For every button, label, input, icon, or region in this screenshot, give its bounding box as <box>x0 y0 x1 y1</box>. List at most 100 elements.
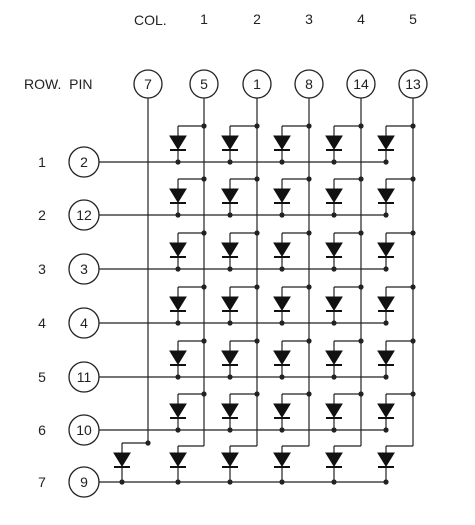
dot-col-r1-c5 <box>410 123 416 129</box>
diode-r5-c3-body <box>273 350 291 365</box>
dot-col-r4-c4 <box>358 284 364 290</box>
col-header-label: COL. <box>134 12 167 28</box>
row-3-pin-circle <box>68 253 100 285</box>
dot-col-r6-c1 <box>201 391 207 397</box>
dot-row-r7-c5 <box>383 479 389 485</box>
dot-col-r3-c4 <box>358 230 364 236</box>
column-pin-1: 5 <box>189 69 219 99</box>
diode-r7-c1-body <box>169 452 187 467</box>
dot-row-r4-c2 <box>227 320 233 326</box>
diode-r3-c3-body <box>273 242 291 257</box>
dot-col-r5-c5 <box>410 338 416 344</box>
diode-r6-c1-body <box>169 403 187 418</box>
dot-row-r6-c2 <box>227 427 233 433</box>
dot-row-r2-c5 <box>383 212 389 218</box>
dot-row-r6-c5 <box>383 427 389 433</box>
dot-col-r5-c3 <box>306 338 312 344</box>
dot-row-r3-c2 <box>227 266 233 272</box>
dot-row-r4-c3 <box>279 320 285 326</box>
row-5-pin-circle <box>68 361 100 393</box>
column-pin-4-circle <box>346 69 376 99</box>
row-1-label: 1 <box>38 154 46 170</box>
diode-r2-c4-body <box>325 188 343 203</box>
dot-col-r3-c5 <box>410 230 416 236</box>
dot-row-r1-c1 <box>175 159 181 165</box>
diode-r7-c5-body <box>377 452 395 467</box>
dot-col-r4-c5 <box>410 284 416 290</box>
dot-col-r2-c4 <box>358 176 364 182</box>
column-pin-extra: 7 <box>133 69 163 99</box>
dot-row-r3-c3 <box>279 266 285 272</box>
dot-row-r4-c1 <box>175 320 181 326</box>
dot-col-r4-c2 <box>254 284 260 290</box>
dot-col-r6-c5 <box>410 391 416 397</box>
junction-dots <box>119 123 416 485</box>
diode-r1-c3-body <box>273 135 291 150</box>
led-diodes <box>113 135 395 468</box>
dot-col-r5-c4 <box>358 338 364 344</box>
matrix-wiring <box>99 98 414 483</box>
dot-row-r1-c3 <box>279 159 285 165</box>
dot-col-r1-c2 <box>254 123 260 129</box>
row-4-label: 4 <box>38 315 46 331</box>
dot-col-r2-c5 <box>410 176 416 182</box>
row-4-pin-circle <box>68 307 100 339</box>
row-4-pin-number: 4 <box>80 315 88 331</box>
row-7-label: 7 <box>38 474 46 490</box>
diode-r5-c4-body <box>325 350 343 365</box>
dot-col-r6-c4 <box>358 391 364 397</box>
row-5: 5 11 <box>38 361 100 393</box>
diode-r6-c5-body <box>377 403 395 418</box>
diode-r4-c4-body <box>325 296 343 311</box>
dot-row-r1-c4 <box>331 159 337 165</box>
dot-col-r7-extra <box>145 440 151 446</box>
dot-row-r1-c5 <box>383 159 389 165</box>
dot-col-r4-c1 <box>201 284 207 290</box>
column-number-2: 2 <box>253 11 261 27</box>
dot-row-r3-c4 <box>331 266 337 272</box>
diode-r3-c5-body <box>377 242 395 257</box>
dot-col-r2-c3 <box>306 176 312 182</box>
column-number-3: 3 <box>305 11 313 27</box>
dot-row-r2-c3 <box>279 212 285 218</box>
diode-r2-c2-body <box>221 188 239 203</box>
diode-r4-c2-body <box>221 296 239 311</box>
dot-row-r4-c5 <box>383 320 389 326</box>
diode-r6-c3-body <box>273 403 291 418</box>
row-3-label: 3 <box>38 261 46 277</box>
dot-row-r2-c2 <box>227 212 233 218</box>
diode-r4-c5-body <box>377 296 395 311</box>
dot-row-r3-c1 <box>175 266 181 272</box>
diode-r4-c3-body <box>273 296 291 311</box>
column-pin-4-number: 14 <box>353 76 369 92</box>
row-2-pin-number: 12 <box>76 207 92 223</box>
dot-row-r7-c4 <box>331 479 337 485</box>
dot-row-r5-c5 <box>383 374 389 380</box>
column-pin-3-circle <box>294 69 324 99</box>
diode-r1-c2-body <box>221 135 239 150</box>
dot-row-r2-c4 <box>331 212 337 218</box>
diode-r2-c5-body <box>377 188 395 203</box>
dot-col-r1-c1 <box>201 123 207 129</box>
row-7: 7 9 <box>38 466 100 498</box>
dot-row-r6-c3 <box>279 427 285 433</box>
column-pin-5: 13 <box>398 69 428 99</box>
diode-r7-extra-body <box>113 452 131 467</box>
dot-col-r4-c3 <box>306 284 312 290</box>
dot-row-r6-c1 <box>175 427 181 433</box>
row-2-label: 2 <box>38 207 46 223</box>
column-number-4: 4 <box>357 11 365 27</box>
dot-row-r6-c4 <box>331 427 337 433</box>
row-3: 3 3 <box>38 253 100 285</box>
row-6-label: 6 <box>38 422 46 438</box>
column-number-1: 1 <box>200 11 208 27</box>
dot-col-r3-c3 <box>306 230 312 236</box>
row-6-pin-circle <box>68 414 100 446</box>
column-pin-5-circle <box>398 69 428 99</box>
dot-col-r6-c3 <box>306 391 312 397</box>
column-pin-1-number: 5 <box>200 76 208 92</box>
dot-row-r1-c2 <box>227 159 233 165</box>
row-3-pin-number: 3 <box>80 261 88 277</box>
column-pin-2-circle <box>242 69 272 99</box>
